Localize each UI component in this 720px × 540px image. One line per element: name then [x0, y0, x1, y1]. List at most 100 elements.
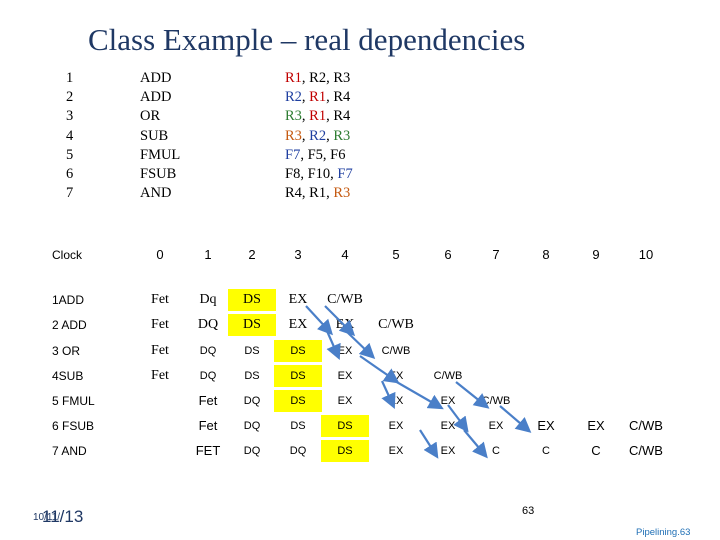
instruction-operands-line: R1, R2, R3 [285, 69, 353, 88]
stage-row-label: 6 FSUB [52, 419, 95, 433]
operand-segment: R3 [285, 108, 302, 125]
instruction-number: 5 [66, 146, 74, 163]
date-small: 10/11/ [33, 512, 61, 523]
operand-segment: , R4 [326, 89, 351, 106]
operand-segment: , [301, 127, 310, 144]
stage-row-label: 4SUB [52, 369, 84, 383]
stage-cell: EX [488, 420, 504, 432]
stage-cell: EX [337, 395, 353, 407]
operand-segment: R1 [285, 70, 302, 86]
stage-cell: C/WB [381, 345, 411, 357]
instruction-opcode: SUB [140, 127, 169, 144]
stage-cell: DQ [243, 445, 261, 457]
instruction-opcode: ADD [140, 89, 172, 106]
instruction-number: 4 [66, 127, 74, 144]
slide-title: Class Example – real dependencies [88, 22, 526, 57]
stage-cell: DS [228, 289, 276, 311]
operand-segment: , [326, 127, 334, 144]
stage-cell: EX [388, 395, 404, 407]
stage-row-label: 5 FMUL [52, 394, 95, 408]
clock-cycle: 7 [492, 247, 500, 262]
instruction-operands: R1, R2, R3 R2, R1, R4 R3, R1, R4 R3, R2, R3… [285, 69, 353, 203]
stage-cell: EX [288, 317, 308, 332]
stage-cell: EX [587, 418, 605, 433]
stage-row-label: 1ADD [52, 293, 85, 307]
operand-segment: R1 [309, 108, 327, 125]
operand-segment: , [301, 108, 310, 125]
stage-cell: DS [274, 340, 322, 362]
stage-cell: DS [321, 440, 369, 462]
instruction-operands-line: R3, R1, R4 [285, 107, 353, 126]
operand-segment: R3 [285, 127, 302, 144]
stage-cell: DS [244, 345, 260, 357]
stage-cell: C [542, 445, 550, 457]
stage-row-label: 3 OR [52, 344, 81, 358]
stage-row-label: 2 ADD [52, 318, 87, 332]
operand-segment: F7 [285, 146, 301, 163]
stage-cell: Fet [198, 418, 218, 433]
stage-cell: EX [388, 370, 404, 382]
instruction-opcode: FSUB [140, 165, 177, 182]
stage-cell: C/WB [629, 418, 663, 433]
clock-cycle: 4 [341, 247, 349, 262]
instruction-operands-line: F7, F5, F6 [285, 146, 353, 165]
clock-cycle: 2 [248, 247, 256, 262]
stage-cell: C/WB [629, 443, 663, 458]
stage-cell: C/WB [481, 395, 511, 407]
date-large: 11/13 [42, 507, 84, 526]
clock-cycle: 9 [592, 247, 600, 262]
stage-cell: Fet [151, 292, 169, 307]
clock-cycle: 10 [638, 247, 654, 262]
operand-segment: , [301, 89, 310, 106]
instruction-operands-line: R4, R1, R3 [285, 184, 353, 203]
stage-cell: DQ [199, 345, 217, 357]
instruction-number: 6 [66, 165, 74, 182]
stage-cell: Fet [151, 368, 169, 383]
stage-cell: C [492, 445, 500, 457]
clock-cycle: 5 [392, 247, 400, 262]
stage-cell: Fet [151, 317, 169, 332]
stage-cell: C/WB [378, 317, 414, 332]
stage-cell: EX [388, 445, 404, 457]
clock-cycle: 6 [444, 247, 452, 262]
stage-cell: C/WB [327, 292, 363, 307]
operand-segment: F7 [337, 165, 353, 182]
stage-cell: EX [440, 445, 456, 457]
stage-cell: DQ [243, 420, 261, 432]
stage-cell: EX [337, 345, 353, 357]
instruction-opcode: OR [140, 108, 161, 125]
stage-cell: DS [290, 420, 306, 432]
instruction-opcode: ADD [140, 70, 172, 86]
operand-segment: R3 [333, 185, 351, 202]
operand-segment: R2 [285, 89, 302, 106]
stage-cell: EX [388, 420, 404, 432]
instruction-number: 7 [66, 185, 74, 202]
instruction-number: 2 [66, 89, 74, 106]
instruction-operands-line: F8, F10, F7 [285, 165, 353, 184]
instruction-operands-line: R2, R1, R4 [285, 88, 353, 107]
instruction-opcode: AND [140, 185, 172, 202]
stage-cell: DS [228, 314, 276, 336]
stage-row-label: 7 AND [52, 444, 87, 458]
stage-cell: DQ [289, 445, 307, 457]
stage-cell: EX [337, 370, 353, 382]
stage-cell: EX [335, 317, 355, 332]
stage-cell: DQ [197, 317, 219, 332]
clock-cycle: 3 [294, 247, 302, 262]
instruction-operands-line: R3, R2, R3 [285, 127, 353, 146]
clock-cycle: 0 [156, 247, 164, 262]
instruction-numbers: 1 2 3 4 5 6 7 [66, 69, 73, 203]
stage-cell: Fet [198, 393, 218, 408]
operand-segment: F8, F10, [285, 165, 338, 182]
stage-cell: C [591, 443, 601, 458]
instruction-number: 1 [66, 70, 74, 86]
operand-segment: R4, R1, [285, 185, 334, 202]
instruction-opcodes: ADD ADD OR SUB FMUL FSUB AND [140, 69, 180, 203]
instruction-opcode: FMUL [140, 146, 181, 163]
stage-cell: DQ [199, 370, 217, 382]
instruction-number: 3 [66, 108, 74, 125]
stage-cell: FET [195, 443, 221, 458]
operand-segment: R3 [333, 127, 351, 144]
clock-cycle: 8 [542, 247, 550, 262]
stage-cell: EX [288, 292, 308, 307]
